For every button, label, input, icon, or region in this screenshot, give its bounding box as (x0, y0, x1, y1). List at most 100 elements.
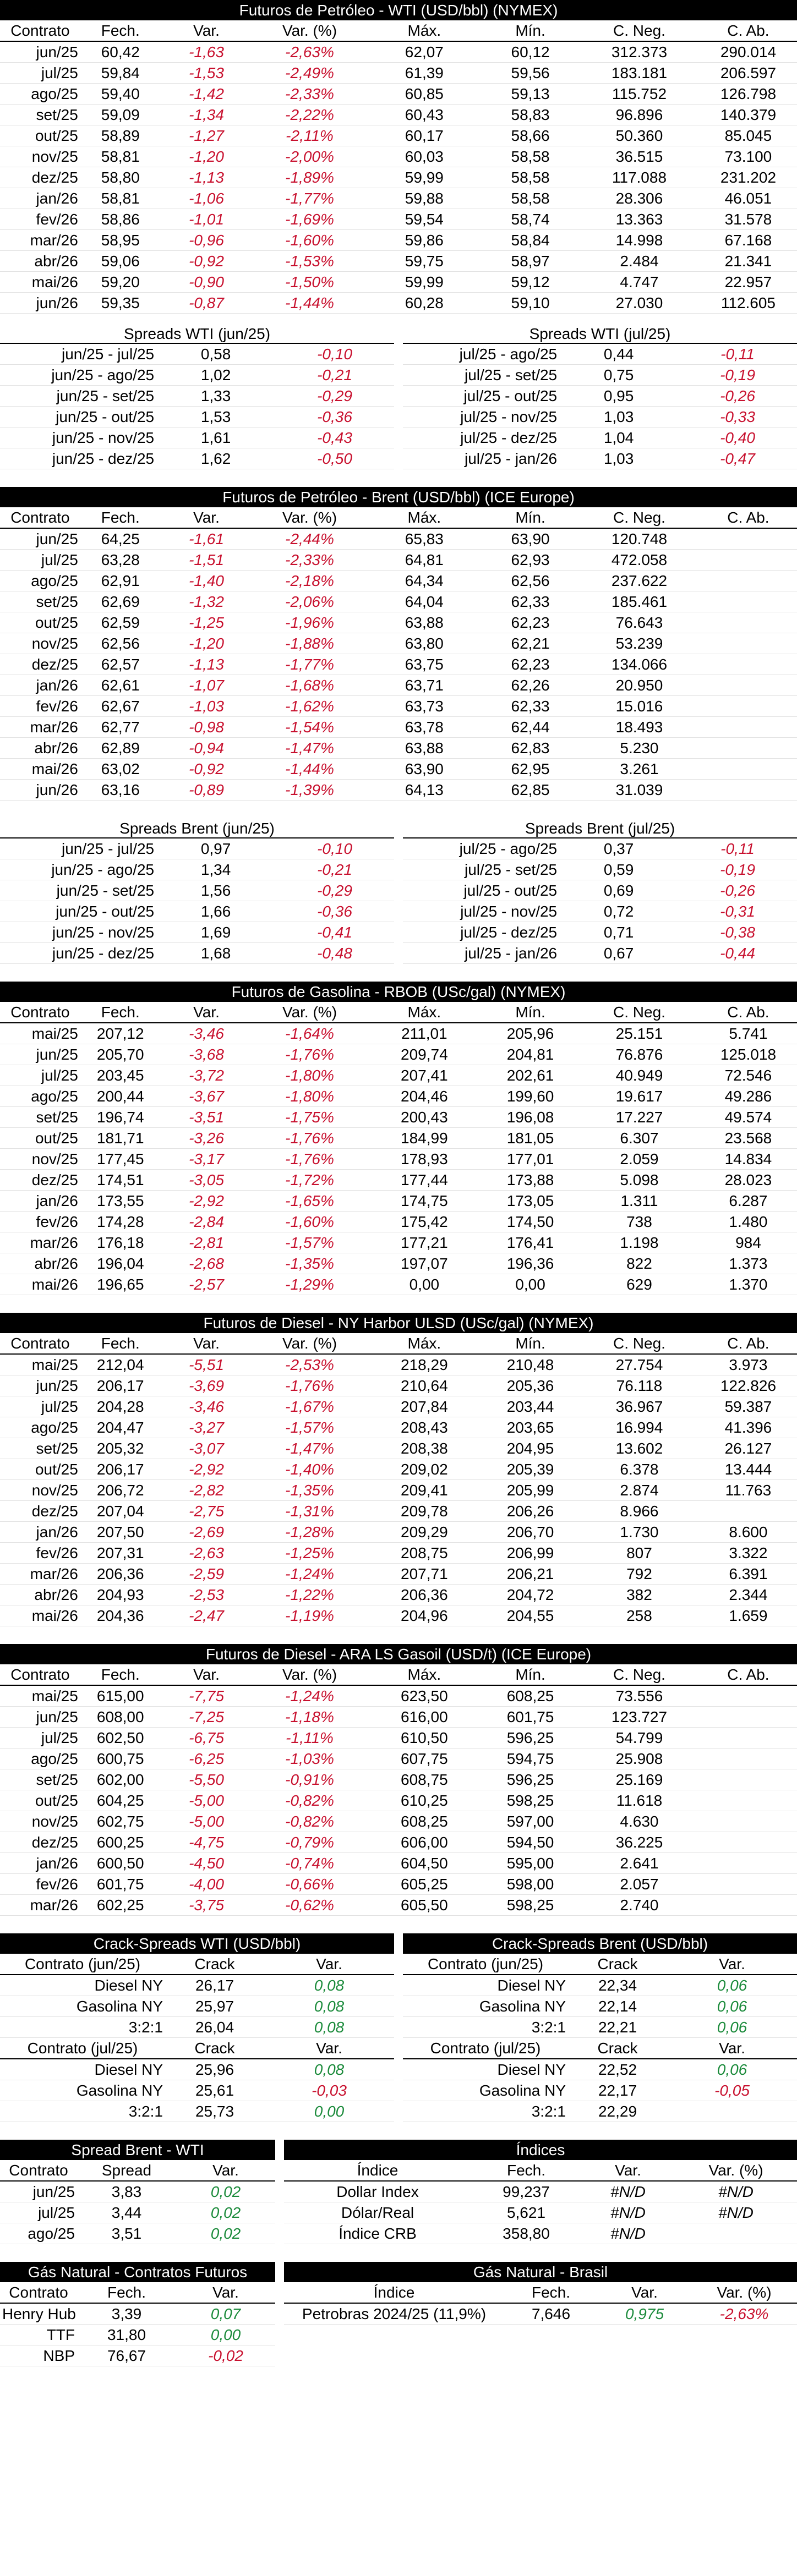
table-cell: 18.493 (615, 719, 663, 736)
table-cell: -1,24% (285, 1565, 334, 1582)
table-cell: 472.058 (611, 551, 668, 568)
column-header: Contrato (jun/25) (24, 1955, 141, 1972)
table-cell: -0,96 (189, 232, 224, 249)
table-cell: 312.373 (611, 43, 668, 61)
table-cell: 26.127 (724, 1440, 772, 1457)
table-row: Índice CRB 358,80 #N/D (284, 2223, 797, 2244)
spread-cell: 0,44 (603, 346, 634, 363)
table-cell: -1,25 (189, 614, 224, 631)
table-cell: fev/26 (36, 1213, 78, 1230)
table-cell: nov/25 (31, 1482, 78, 1499)
table-cell (700, 1895, 797, 1916)
table-cell: -6,75 (189, 1729, 224, 1746)
header-row: Contrato (jun/25) Crack Var. (0, 1954, 394, 1975)
table-cell: 598,00 (506, 1876, 554, 1893)
table-cell: -2,75 (189, 1503, 224, 1520)
column-header: C. Ab. (727, 1666, 769, 1683)
table-cell: 600,25 (96, 1834, 144, 1851)
table-cell: 11.618 (616, 1792, 663, 1809)
table-cell: 62,77 (101, 719, 140, 736)
crack-table: Contrato (jun/25) Crack Var. Diesel NY 22,34… (403, 1954, 797, 2038)
table-cell: 59,35 (101, 294, 140, 311)
table-cell: -5,50 (189, 1771, 224, 1788)
table-cell: -1,53 (189, 64, 224, 81)
spread-cell: 0,72 (603, 903, 634, 920)
column-header: Contrato (9, 2162, 68, 2179)
table-cell: ago/25 (31, 1750, 78, 1767)
table-cell: -2,57 (189, 1276, 224, 1293)
crack-table: Contrato (jul/25) Crack Var. Diesel NY 22,52… (403, 2038, 797, 2122)
table-cell (700, 612, 797, 633)
table-cell: ago/25 (31, 572, 78, 589)
table-cell: 1.198 (620, 1234, 659, 1251)
table-row: ago/25 3,51 0,02 (0, 2223, 275, 2244)
table-cell: 183.181 (611, 64, 668, 81)
crack-wti-title: Crack-Spreads WTI (USD/bbl) (0, 1933, 394, 1954)
table-cell (700, 1501, 797, 1522)
table-cell: 1.370 (729, 1276, 768, 1293)
table-cell: -1,35% (285, 1255, 334, 1272)
table-cell: 204,93 (96, 1586, 144, 1603)
table-cell: 1.373 (729, 1255, 768, 1272)
table-cell: 31,80 (107, 2326, 146, 2343)
table-cell: 181,05 (506, 1130, 554, 1147)
table-row: Gasolina NY 25,97 0,08 (0, 1996, 394, 2017)
table-cell: -2,63% (719, 2305, 769, 2322)
table-cell: dez/25 (31, 1171, 78, 1188)
table-cell: 62,56 (511, 572, 550, 589)
table-cell: -2,49% (285, 64, 334, 81)
table-cell: #N/D (718, 2204, 754, 2221)
spread-cell: -0,36 (317, 408, 352, 425)
table-cell: 62,59 (101, 614, 140, 631)
table-cell: -2,44% (285, 530, 334, 547)
spread-cell: jun/25 - set/25 (56, 882, 155, 899)
table-cell: 63,80 (405, 635, 444, 652)
table-cell: 792 (626, 1565, 652, 1582)
table-cell: -1,72% (285, 1171, 334, 1188)
table-cell: 206,72 (96, 1482, 144, 1499)
wti-spreads: Spreads WTI (jun/25) jun/25 - jul/25 0,58 -… (0, 324, 797, 469)
wti-futures-title: Futuros de Petróleo - WTI (USD/bbl) (NYM… (0, 0, 797, 20)
spread-cell: -0,10 (317, 840, 352, 857)
table-cell: 27.754 (615, 1356, 663, 1373)
table-cell: jun/25 (36, 1708, 78, 1725)
table-cell: 608,75 (401, 1771, 448, 1788)
table-cell: 63,28 (101, 551, 140, 568)
table-cell: -3,07 (189, 1440, 224, 1457)
table-cell: -0,90 (189, 273, 224, 291)
table-cell: 2.057 (620, 1876, 659, 1893)
table-cell: 237.622 (611, 572, 668, 589)
column-header: Contrato (10, 509, 70, 526)
table-cell: mar/26 (30, 1565, 78, 1582)
table-cell: 204,72 (506, 1586, 554, 1603)
table-cell: -5,00 (189, 1813, 224, 1830)
table-cell: 206,36 (96, 1565, 144, 1582)
table-cell: 200,43 (401, 1109, 448, 1126)
table-cell: 134.066 (611, 656, 668, 673)
table-cell: 11.763 (725, 1482, 772, 1499)
table-cell: -1,54% (285, 719, 334, 736)
table-cell: 76.643 (615, 614, 663, 631)
header-row: Contrato Fech. Var. Var. (%) Máx. Mín. C. Neg.… (0, 1333, 797, 1354)
table-cell: 62,91 (101, 572, 140, 589)
spread-cell: -0,40 (720, 429, 755, 446)
gas-brasil-table: Índice Fech. Var. Var. (%) Petrobras 2024/25… (284, 2282, 797, 2325)
table-row: jan/26 58,81 -1,06 -1,77% 59,88 58,58 28.306 46… (0, 188, 797, 209)
spread-cell: -0,50 (317, 450, 352, 467)
table-cell: 0,00 (409, 1276, 440, 1293)
table-cell: 258 (626, 1607, 652, 1624)
table-cell: 63,88 (405, 614, 444, 631)
table-row: Diesel NY 22,34 0,06 (403, 1975, 797, 1996)
spread-cell: 1,04 (603, 429, 634, 446)
spread-cell: -0,26 (720, 387, 755, 404)
table-row: mar/26 602,25 -3,75 -0,62% 605,50 598,25 2.740 (0, 1895, 797, 1916)
table-row: abr/26 59,06 -0,92 -1,53% 59,75 58,97 2.484 21.… (0, 251, 797, 272)
spread-cell: 0,59 (603, 861, 634, 878)
table-cell: -1,47% (285, 739, 334, 757)
table-cell: -0,92 (189, 253, 224, 270)
table-cell: 64,04 (405, 593, 444, 610)
spread-row: jun/25 - nov/25 1,69 -0,41 (0, 922, 394, 943)
table-cell: 206,26 (506, 1503, 554, 1520)
spread-cell: 1,02 (200, 366, 231, 383)
spread-cell: 0,37 (603, 840, 634, 857)
